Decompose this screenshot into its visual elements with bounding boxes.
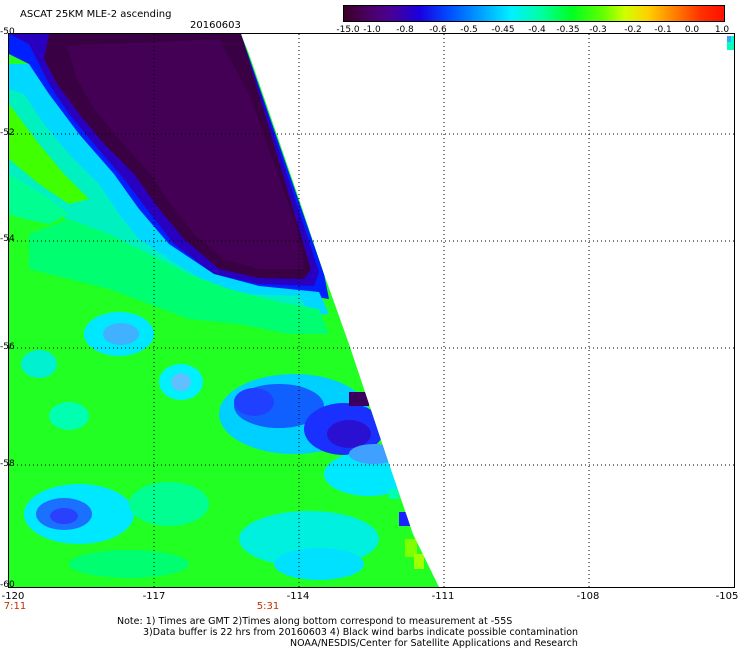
note-line-3: NOAA/NESDIS/Center for Satellite Applica…	[290, 638, 578, 649]
colorbar-label: -0.35	[556, 25, 580, 35]
map-title: ASCAT 25KM MLE-2 ascending	[20, 9, 172, 20]
colorbar-label: -0.6	[429, 25, 447, 35]
lon-label: -117	[142, 591, 166, 602]
colorbar-label: -0.2	[624, 25, 642, 35]
lon-label: -105	[715, 591, 739, 602]
colorbar-label: 1.0	[714, 25, 730, 35]
colorbar-label: -0.45	[491, 25, 515, 35]
map-date: 20160603	[190, 20, 241, 31]
map-plot[interactable]	[8, 33, 735, 588]
colorbar-label: -0.4	[528, 25, 546, 35]
colorbar-label: -0.1	[654, 25, 672, 35]
colorbar-label: -1.0	[363, 25, 381, 35]
colorbar-label: -0.5	[460, 25, 478, 35]
time-label: 7:11	[3, 601, 27, 612]
colorbar	[343, 5, 725, 22]
lon-label: -114	[286, 591, 310, 602]
lon-label: -108	[576, 591, 600, 602]
time-label: 5:31	[256, 601, 280, 612]
lon-label: -120	[1, 591, 25, 602]
lon-label: -111	[431, 591, 455, 602]
lat-label: -60	[0, 580, 15, 590]
lat-label: -52	[0, 128, 15, 138]
colorbar-label: -0.8	[396, 25, 414, 35]
colorbar-label: -0.3	[589, 25, 607, 35]
lat-label: -58	[0, 459, 15, 469]
lat-label: -56	[0, 342, 15, 352]
graticule	[9, 34, 734, 587]
swath-data	[9, 34, 439, 587]
note-line-1: Note: 1) Times are GMT 2)Times along bot…	[117, 616, 513, 627]
colorbar-label: -15.0	[336, 25, 360, 35]
lat-label: -54	[0, 234, 15, 244]
lat-label: -50	[0, 27, 15, 37]
note-line-2: 3)Data buffer is 22 hrs from 20160603 4)…	[143, 627, 579, 638]
wind-swath-map	[9, 34, 734, 587]
colorbar-label: 0.0	[684, 25, 700, 35]
